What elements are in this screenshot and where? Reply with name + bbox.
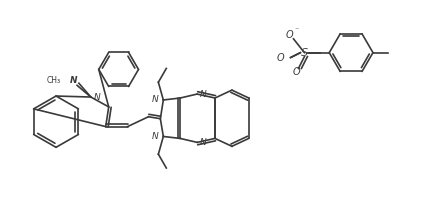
Text: N: N	[152, 132, 158, 141]
Text: N: N	[94, 93, 101, 101]
Text: O: O	[286, 30, 293, 40]
Text: O: O	[293, 67, 300, 77]
Text: ⁻: ⁻	[294, 25, 299, 34]
Text: CH₃: CH₃	[47, 76, 61, 85]
Text: O: O	[277, 53, 285, 63]
Text: N: N	[200, 138, 207, 147]
Text: N: N	[152, 96, 158, 104]
Text: N: N	[70, 76, 78, 85]
Text: N: N	[200, 90, 207, 98]
Text: S: S	[301, 48, 308, 58]
